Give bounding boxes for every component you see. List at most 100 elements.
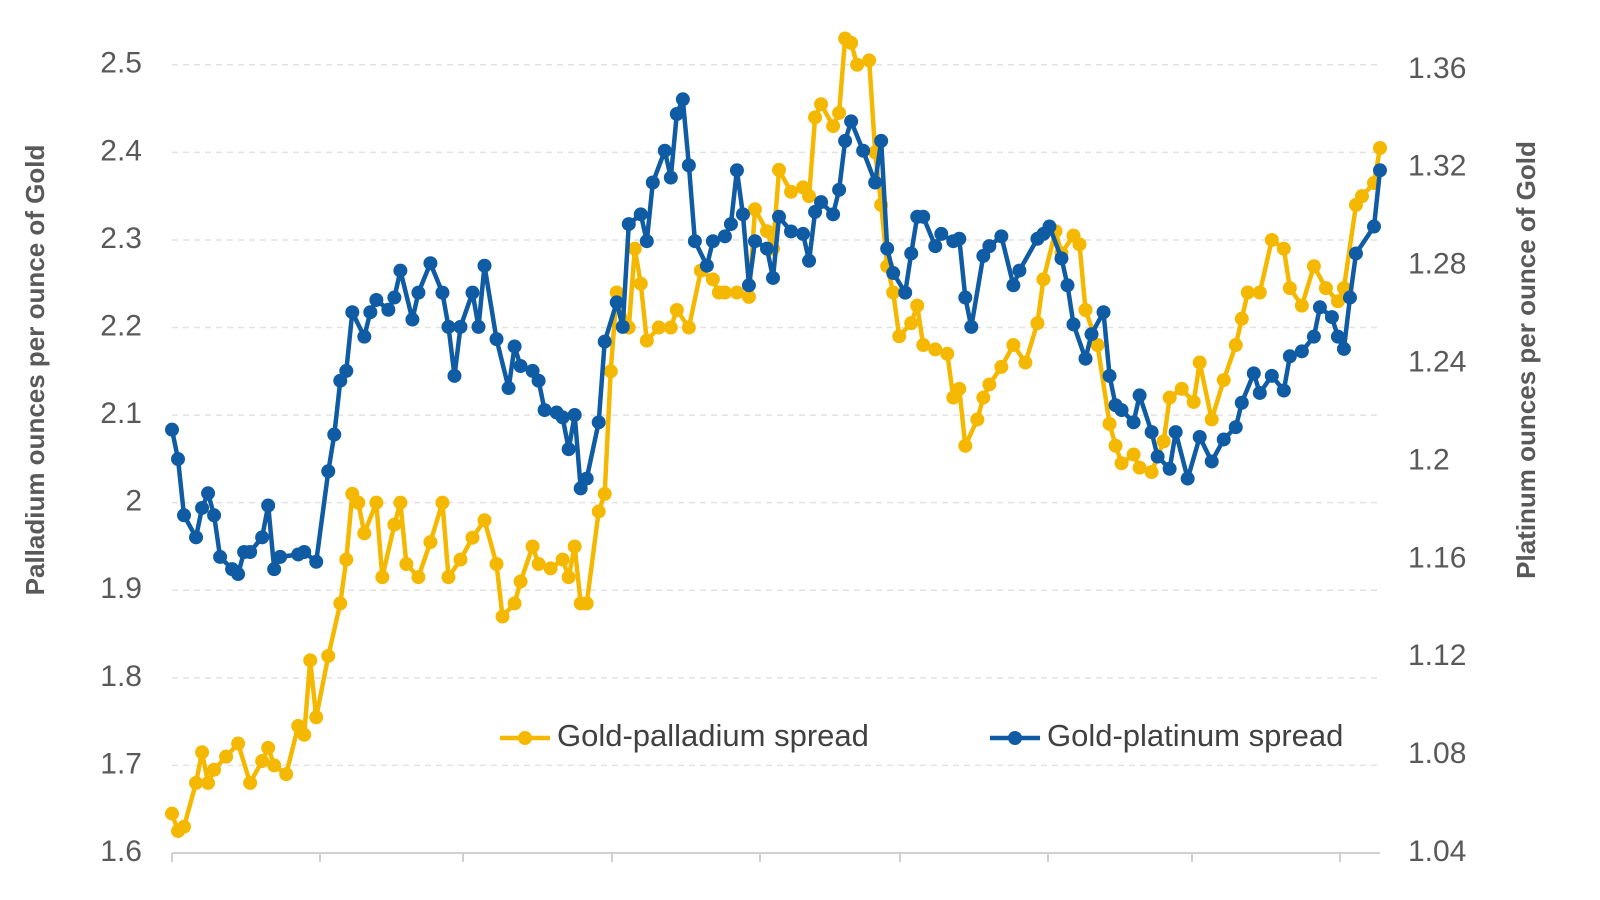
data-point xyxy=(1006,278,1021,293)
data-point xyxy=(507,596,522,611)
data-point xyxy=(1090,338,1105,353)
data-point xyxy=(1168,425,1183,440)
data-point xyxy=(441,570,456,585)
x-axis-ticks xyxy=(171,853,1341,862)
data-point xyxy=(609,295,624,310)
data-point xyxy=(399,556,414,571)
data-point xyxy=(1066,317,1081,332)
data-point xyxy=(1228,338,1243,353)
data-point xyxy=(784,184,799,199)
data-point xyxy=(663,320,678,335)
data-point xyxy=(1306,259,1321,274)
data-point xyxy=(171,452,186,467)
data-point xyxy=(501,381,516,396)
data-point xyxy=(1294,298,1309,313)
y2-tick-label: 1.08 xyxy=(1408,737,1466,770)
data-point xyxy=(1373,140,1387,155)
data-point xyxy=(609,285,624,300)
legend-item: Gold-platinum spread xyxy=(990,718,1343,753)
data-point xyxy=(333,596,348,611)
data-point xyxy=(339,552,354,567)
data-point xyxy=(1282,349,1297,364)
y-tick-label: 2.1 xyxy=(100,397,142,430)
data-point xyxy=(1373,163,1387,178)
y-axis-title: Palladium ounces per ounce of Gold xyxy=(20,145,50,596)
data-point xyxy=(1126,415,1141,430)
data-point xyxy=(1228,420,1243,435)
data-point xyxy=(591,504,606,519)
data-point xyxy=(597,334,612,349)
y-tick-label: 2 xyxy=(125,485,142,518)
data-point xyxy=(1078,303,1093,318)
data-point xyxy=(1264,232,1279,247)
data-point xyxy=(201,486,216,501)
data-point xyxy=(1114,403,1129,418)
data-point xyxy=(814,97,829,112)
data-point xyxy=(357,329,372,344)
data-point xyxy=(994,359,1009,374)
data-point xyxy=(435,495,450,510)
data-point xyxy=(1234,311,1249,326)
data-point xyxy=(423,256,438,271)
data-point xyxy=(357,526,372,541)
data-point xyxy=(1174,381,1189,396)
data-point xyxy=(1096,305,1111,320)
data-point xyxy=(195,745,210,760)
data-point xyxy=(928,342,943,357)
y2-axis-title: Platinum ounces per ounce of Gold xyxy=(1511,141,1541,579)
data-point xyxy=(1150,449,1165,464)
data-point xyxy=(243,775,258,790)
data-point xyxy=(1102,368,1117,383)
data-point xyxy=(639,234,654,249)
data-point xyxy=(784,224,799,239)
data-point xyxy=(207,508,222,523)
data-point xyxy=(405,312,420,327)
data-point xyxy=(717,229,732,244)
data-point xyxy=(1204,412,1219,427)
data-point xyxy=(351,495,366,510)
data-point xyxy=(705,272,720,287)
data-point xyxy=(1132,388,1147,403)
data-point xyxy=(531,556,546,571)
data-point xyxy=(1036,272,1051,287)
data-point xyxy=(393,263,408,278)
data-point xyxy=(1330,294,1345,309)
data-point xyxy=(832,105,847,120)
data-point xyxy=(1114,456,1129,471)
data-point xyxy=(513,574,528,589)
data-point xyxy=(916,209,931,224)
data-point xyxy=(639,333,654,348)
data-point xyxy=(735,207,750,222)
data-point xyxy=(1132,460,1147,475)
data-point xyxy=(273,549,288,564)
data-point xyxy=(772,209,787,224)
y2-tick-label: 1.28 xyxy=(1408,248,1466,281)
legend-swatch-marker xyxy=(1008,731,1022,745)
data-point xyxy=(1324,310,1339,325)
data-point xyxy=(1276,383,1291,398)
data-point xyxy=(1144,465,1159,480)
data-point xyxy=(303,653,318,668)
data-point xyxy=(741,278,756,293)
data-point xyxy=(1006,338,1021,353)
data-point xyxy=(982,377,997,392)
data-point xyxy=(477,513,492,528)
series xyxy=(165,92,1387,582)
y-tick-label: 1.7 xyxy=(100,747,142,780)
data-point xyxy=(477,258,492,273)
data-point xyxy=(615,319,630,334)
data-point xyxy=(747,234,762,249)
data-point xyxy=(1240,285,1255,300)
data-point xyxy=(1204,454,1219,469)
data-point xyxy=(892,329,907,344)
data-point xyxy=(507,339,522,354)
data-point xyxy=(681,320,696,335)
data-point xyxy=(1156,434,1171,449)
data-point xyxy=(363,305,378,320)
data-point xyxy=(669,106,684,121)
data-point xyxy=(555,552,570,567)
data-point xyxy=(411,570,426,585)
data-point xyxy=(904,246,919,261)
data-point xyxy=(177,508,192,523)
